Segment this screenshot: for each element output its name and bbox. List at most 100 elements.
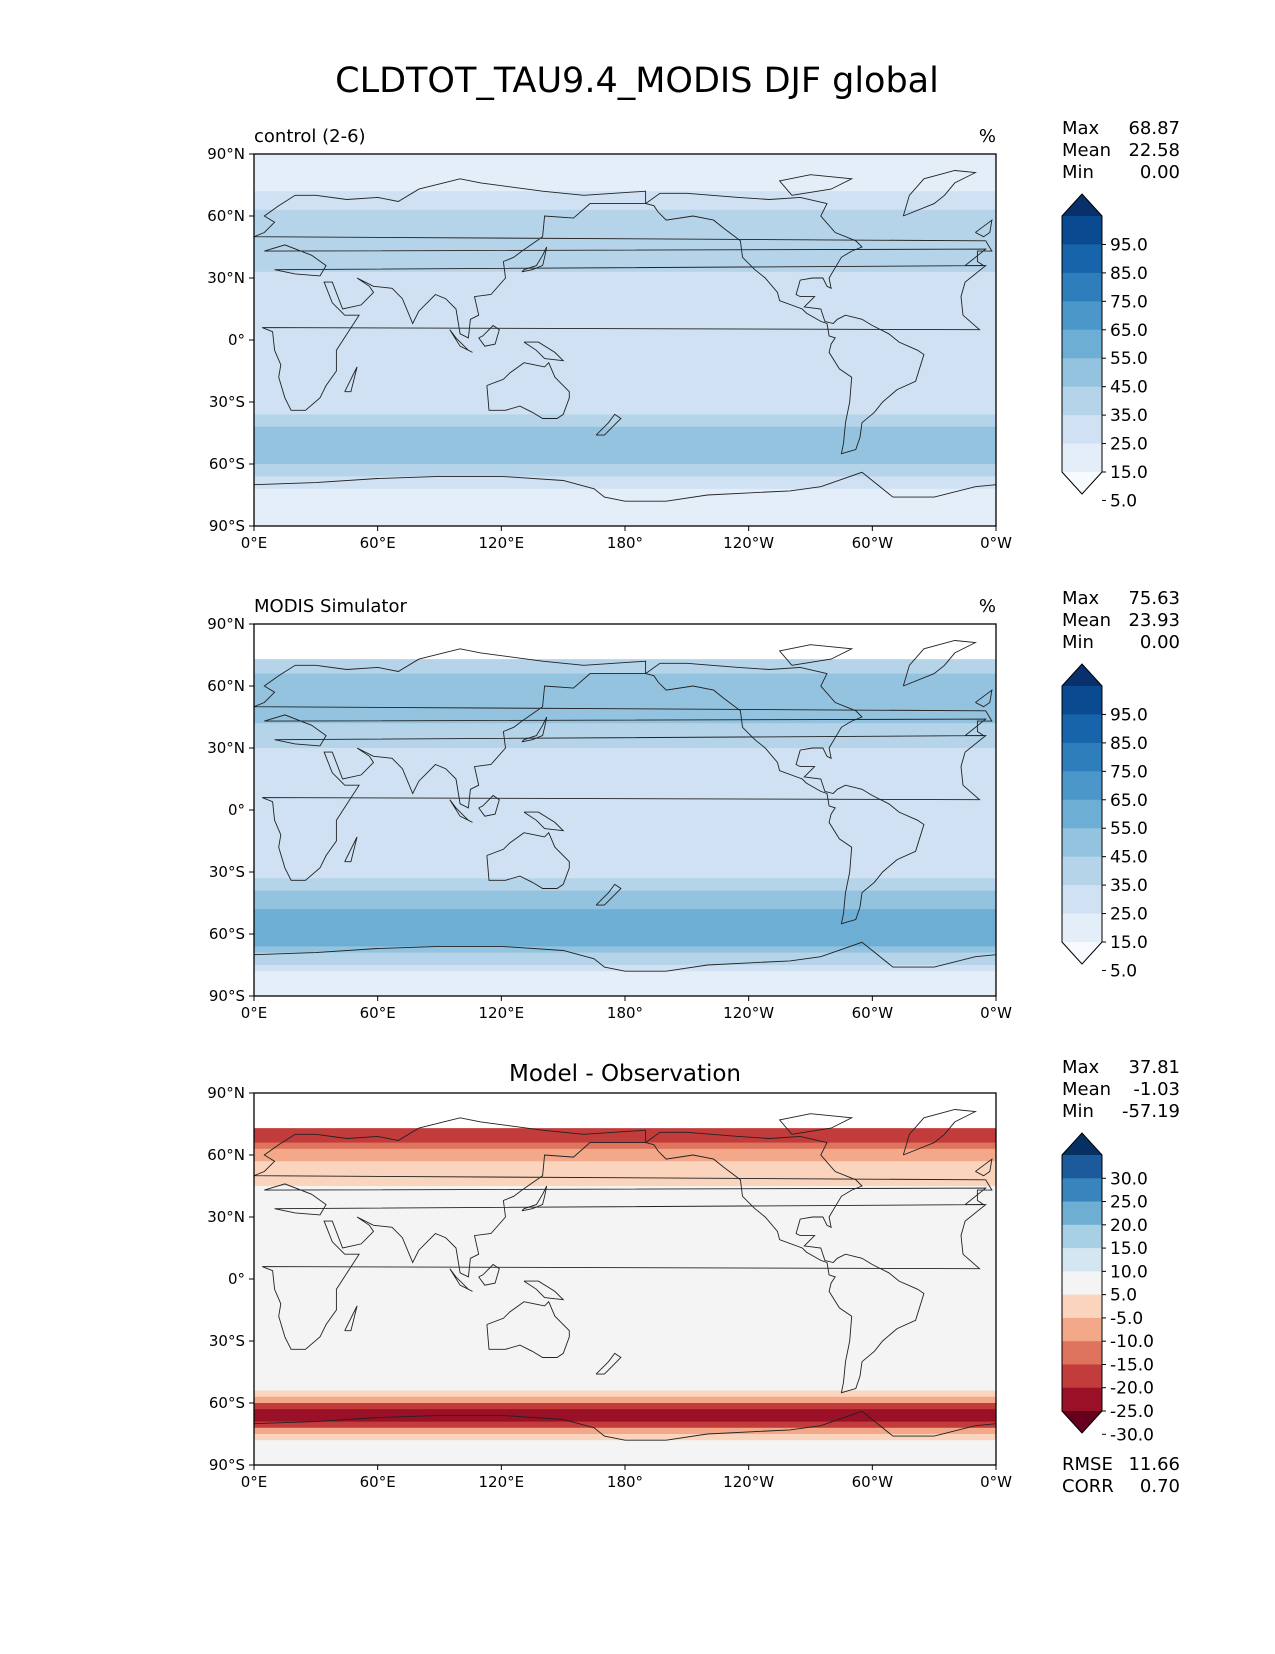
lat-band	[254, 426, 996, 434]
lat-band	[254, 667, 996, 675]
coastline	[778, 644, 854, 666]
lat-band	[254, 513, 996, 521]
coastline	[902, 640, 977, 687]
stat-value: 37.81	[1128, 1057, 1180, 1078]
colorbar-tick-label: -25.0	[1110, 1402, 1154, 1422]
stat-label: Min	[1062, 1101, 1094, 1122]
stat-label: Min	[1062, 162, 1094, 183]
lat-band	[254, 865, 996, 873]
lat-band	[254, 810, 996, 817]
colorbar-tick-label: 25.0	[1110, 435, 1148, 455]
coastline	[478, 324, 500, 347]
y-tick-label: 30°S	[209, 1332, 245, 1350]
y-tick-label: 60°S	[209, 455, 245, 473]
lat-band	[254, 816, 996, 823]
x-tick-label: 60°E	[360, 1004, 396, 1022]
lat-band	[254, 439, 996, 446]
y-tick-label: 30°S	[209, 863, 245, 881]
lat-band	[254, 859, 996, 867]
y-tick-label: 90°S	[209, 987, 245, 1005]
panel-center-title: Model - Observation	[509, 1061, 741, 1087]
lat-band	[254, 1310, 996, 1317]
colorbar-tick-label: 15.0	[1110, 463, 1148, 483]
stat-value: -57.19	[1122, 1101, 1180, 1122]
colorbar-segment	[1062, 1178, 1102, 1203]
lat-band	[254, 766, 996, 774]
map-field	[254, 1093, 996, 1465]
lat-band	[254, 172, 996, 180]
lat-band	[254, 754, 996, 761]
lat-band	[254, 983, 996, 991]
lat-band	[254, 1452, 996, 1460]
stat-label: Max	[1062, 1057, 1100, 1078]
x-tick-label: 0°E	[241, 1473, 268, 1491]
y-tick-label: 0°	[228, 1270, 245, 1288]
y-tick-label: 60°N	[207, 677, 245, 695]
colorbar-extend-top	[1062, 664, 1102, 686]
colorbar-segment	[1062, 742, 1102, 772]
lat-band	[254, 377, 996, 384]
lat-band	[254, 253, 996, 260]
lat-band	[254, 160, 996, 167]
lat-band	[254, 760, 996, 768]
lat-band	[254, 779, 996, 786]
lat-band	[254, 1266, 996, 1274]
lat-band	[254, 222, 996, 229]
y-tick-label: 0°	[228, 331, 245, 349]
colorbar-segment	[1062, 1364, 1102, 1389]
lat-band	[254, 772, 996, 780]
lat-band	[254, 1427, 996, 1435]
x-tick-label: 120°W	[723, 534, 774, 552]
colorbar-segment	[1062, 386, 1102, 416]
colorbar-segment	[1062, 1224, 1102, 1249]
lat-band	[254, 457, 996, 465]
y-tick-label: 90°S	[209, 1456, 245, 1474]
coastline	[645, 192, 925, 455]
stat-label: Max	[1062, 588, 1100, 609]
colorbar-tick-label: 55.0	[1110, 819, 1148, 839]
x-tick-label: 180°	[607, 1473, 643, 1491]
lat-band	[254, 228, 996, 236]
colorbar-tick-label: 5.0	[1110, 961, 1137, 981]
lat-band	[254, 872, 996, 879]
colorbar-segment	[1062, 686, 1102, 715]
y-tick-label: 60°S	[209, 1394, 245, 1412]
coastline	[486, 1300, 570, 1358]
lat-band	[254, 414, 996, 422]
lat-band	[254, 1223, 996, 1230]
stat-value: 75.63	[1128, 588, 1180, 609]
colorbar-segment	[1062, 244, 1102, 274]
lat-band	[254, 352, 996, 360]
lat-band	[254, 259, 996, 267]
map-field	[254, 154, 996, 526]
coastline	[645, 662, 925, 925]
lat-band	[254, 661, 996, 668]
colorbar-tick-label: 55.0	[1110, 349, 1148, 369]
lat-band	[254, 1179, 996, 1187]
colorbar-segment	[1062, 799, 1102, 829]
stat-value: 23.93	[1128, 610, 1180, 631]
lat-band	[254, 952, 996, 960]
colorbar-extend-top	[1062, 1133, 1102, 1155]
lat-band	[254, 166, 996, 174]
colorbar-segment	[1062, 1201, 1102, 1226]
lat-band	[254, 470, 996, 477]
y-tick-label: 30°N	[207, 269, 245, 287]
lat-band	[254, 1341, 996, 1348]
colorbar-tick-label: 30.0	[1110, 1169, 1148, 1189]
lat-band	[254, 921, 996, 929]
y-tick-label: 90°N	[207, 1084, 245, 1102]
colorbar-segment	[1062, 1387, 1102, 1412]
lat-band	[254, 679, 996, 687]
lat-band	[254, 1229, 996, 1237]
y-tick-label: 90°S	[209, 517, 245, 535]
lat-band	[254, 1316, 996, 1323]
lat-band	[254, 1403, 996, 1410]
coastline	[902, 1109, 977, 1156]
lat-band	[254, 340, 996, 347]
y-tick-label: 30°N	[207, 739, 245, 757]
x-tick-label: 60°E	[360, 1473, 396, 1491]
lat-band	[254, 1421, 996, 1429]
colorbar-segment	[1062, 272, 1102, 302]
stat-value: 22.58	[1128, 140, 1180, 161]
